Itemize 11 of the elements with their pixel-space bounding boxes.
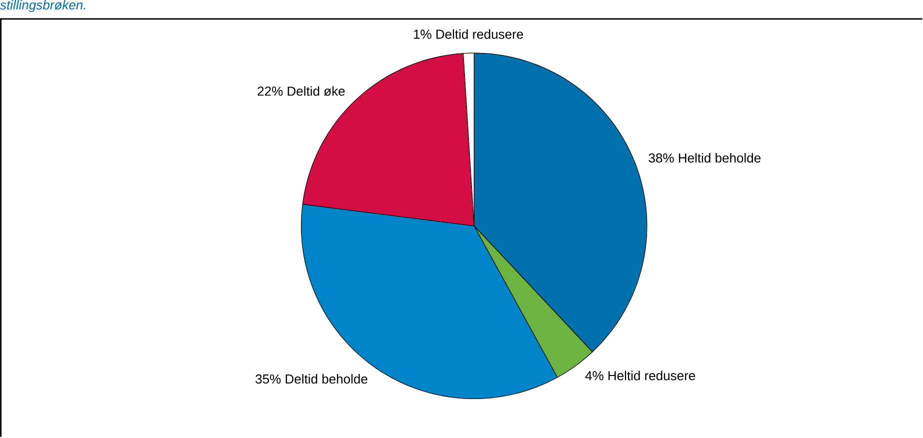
slice-label: Heltid beholde <box>678 153 761 163</box>
data-label: 22% <box>258 86 283 96</box>
text: stillingsbrøken. <box>0 0 86 12</box>
slice-label: Heltid redusere <box>608 370 696 380</box>
slice-label: Deltid redusere <box>436 29 524 40</box>
data-label: 38% <box>648 154 674 163</box>
slice-label: Deltid beholde <box>286 374 368 384</box>
data-label: 35% <box>256 374 281 384</box>
data-label: 4% <box>585 371 604 380</box>
data-label: 1% <box>414 30 432 39</box>
slice-label: Deltid øke <box>288 86 345 96</box>
